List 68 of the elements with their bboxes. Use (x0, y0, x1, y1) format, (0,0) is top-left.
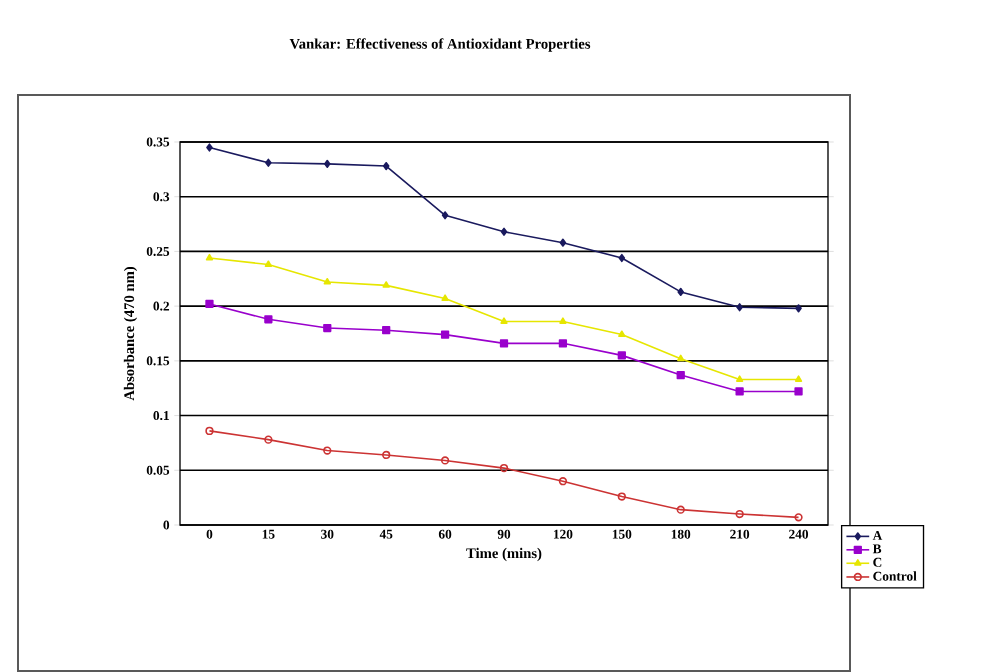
point (617, 351, 626, 360)
point (735, 509, 744, 519)
y-tick-label: 0.25 (146, 246, 170, 256)
y-axis-title: Absorbance (470 nm) (123, 266, 138, 401)
point (382, 326, 391, 335)
point (440, 330, 450, 339)
point (323, 446, 332, 455)
point (794, 375, 803, 382)
legend-label: C (873, 557, 882, 567)
x-tick-label: 240 (789, 529, 809, 539)
x-tick-label: 45 (379, 529, 393, 539)
point (735, 387, 744, 396)
point (440, 456, 450, 465)
x-tick-label: 90 (497, 529, 511, 539)
point (559, 238, 567, 247)
x-tick-label: 180 (671, 529, 691, 539)
y-tick-label: 0.2 (153, 301, 170, 311)
chart-title: Vankar: Effectiveness of Antioxidant Properties (289, 38, 591, 52)
point (382, 281, 390, 288)
point (264, 260, 273, 268)
point (499, 339, 509, 348)
point (795, 304, 802, 313)
point (618, 253, 626, 263)
x-tick-label: 60 (438, 529, 452, 539)
point (323, 159, 331, 169)
y-tick-label: 0 (163, 520, 170, 530)
point (676, 370, 685, 380)
point (677, 354, 685, 362)
x-tick-label: 30 (321, 529, 334, 539)
point (205, 299, 214, 309)
x-tick-label: 15 (262, 529, 275, 539)
legend-label: A (872, 530, 883, 540)
point (736, 303, 743, 312)
x-tick-label: 210 (730, 529, 750, 539)
point (500, 227, 508, 236)
legend-label: B (872, 544, 882, 554)
point (441, 211, 449, 220)
point (558, 339, 568, 348)
point (205, 253, 214, 261)
x-tick-label: 150 (612, 529, 632, 539)
point (323, 323, 332, 333)
point (441, 294, 449, 301)
point (264, 315, 273, 324)
y-tick-label: 0.35 (146, 137, 170, 147)
point (499, 463, 509, 473)
legend-label: Control (873, 571, 917, 581)
point (206, 143, 213, 152)
point (735, 375, 744, 382)
point (382, 450, 391, 460)
point (617, 492, 626, 501)
y-tick-label: 0.3 (153, 192, 170, 202)
y-tick-label: 0.05 (146, 465, 170, 475)
y-tick-label: 0.1 (153, 411, 169, 421)
point (323, 277, 331, 285)
x-axis-title: Time (mins) (466, 547, 542, 562)
x-tick-label: 120 (553, 529, 573, 539)
point (558, 477, 568, 486)
point (264, 435, 273, 444)
point (382, 161, 390, 171)
y-tick-label: 0.15 (146, 356, 170, 366)
point (559, 317, 567, 324)
point (676, 505, 685, 514)
point (618, 330, 626, 338)
point (677, 287, 685, 297)
point (794, 387, 803, 396)
point (500, 317, 508, 324)
point (265, 158, 272, 167)
x-tick-label: 0 (206, 529, 213, 539)
